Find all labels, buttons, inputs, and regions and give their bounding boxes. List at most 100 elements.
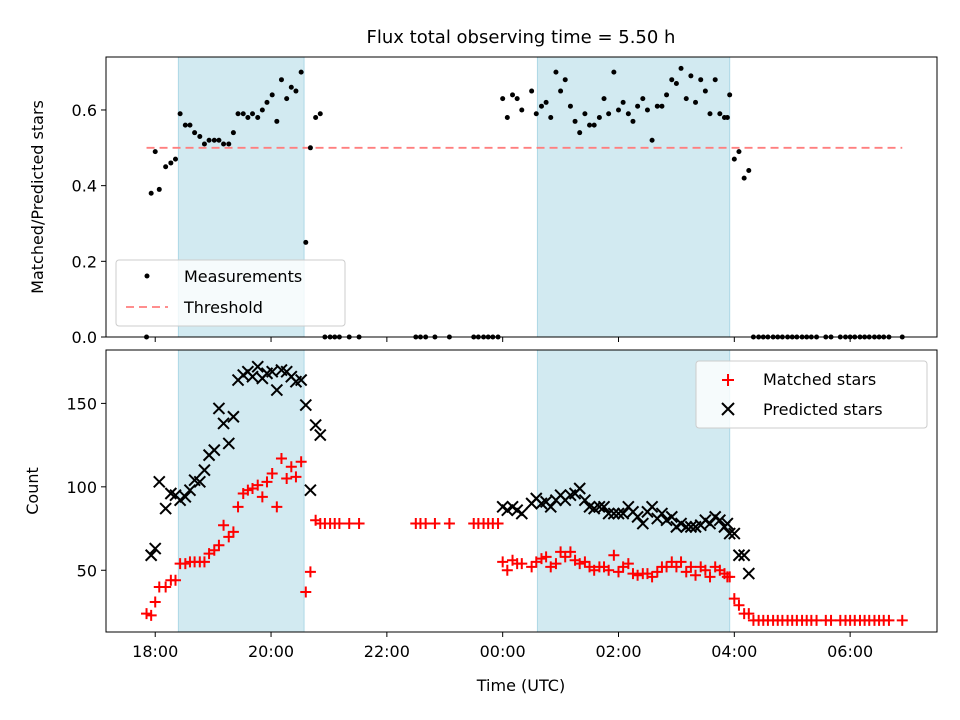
legend-matched-label: Matched stars: [763, 370, 876, 389]
measurement-point: [240, 111, 246, 117]
measurement-point: [596, 115, 602, 121]
x-tick-label: 02:00: [595, 642, 641, 661]
measurement-point: [313, 115, 319, 121]
measurement-point: [317, 111, 323, 117]
matched-stars-point: [603, 564, 615, 576]
predicted-stars-point: [732, 549, 746, 562]
legend-predicted-marker: [721, 402, 735, 416]
matched-stars-point: [160, 581, 172, 593]
predicted-stars-point: [544, 500, 557, 514]
predicted-stars-point: [612, 507, 625, 520]
predicted-stars-point: [193, 475, 207, 489]
measurement-point: [630, 118, 636, 124]
measurement-point: [712, 77, 718, 83]
measurement-point: [284, 96, 290, 102]
matched-stars-point: [443, 518, 455, 530]
y-tick-label: 0.2: [72, 252, 97, 271]
measurement-point: [724, 115, 730, 121]
matched-stars-point: [295, 456, 307, 468]
top-y-label: Matched/Predicted stars: [28, 100, 47, 294]
measurement-point: [649, 137, 655, 143]
matched-stars-point: [501, 564, 513, 576]
predicted-stars-point: [645, 500, 659, 514]
predicted-stars-point: [208, 443, 221, 457]
measurement-point: [510, 92, 516, 98]
measurement-point: [693, 99, 699, 105]
predicted-stars-point: [299, 398, 312, 412]
y-tick-label: 0.4: [72, 177, 97, 196]
measurement-point: [615, 107, 621, 113]
matched-stars-point: [724, 571, 736, 583]
matched-stars-point: [333, 518, 345, 530]
matched-stars-point: [883, 614, 895, 626]
measurement-point: [736, 149, 742, 155]
matched-stars-point: [632, 569, 644, 581]
matched-stars-point: [492, 518, 504, 530]
predicted-stars-point: [597, 500, 611, 514]
x-axis-label: Time (UTC): [476, 676, 565, 695]
bottom-panel: 18:00 20:00 22:00 00:00 02:00 04:00 06:00 50 10…: [23, 349, 938, 695]
predicted-stars-point: [149, 542, 162, 555]
matched-stars-point: [699, 564, 711, 576]
predicted-stars-point: [573, 482, 586, 495]
matched-stars-point: [574, 558, 586, 570]
measurement-point: [606, 111, 612, 117]
measurement-point: [741, 175, 747, 181]
matched-stars-point: [198, 556, 210, 568]
matched-stars-point: [227, 526, 239, 538]
matched-stars-point: [622, 558, 634, 570]
matched-stars-point: [429, 518, 441, 530]
matched-stars-point: [353, 518, 365, 530]
matched-stars-point: [564, 546, 576, 558]
top-legend: Measurements Threshold: [115, 259, 346, 327]
measurement-point: [298, 69, 304, 75]
matched-stars-point: [145, 609, 157, 621]
measurement-point: [683, 96, 689, 102]
x-tick-label: 20:00: [248, 642, 294, 661]
matched-stars-point: [646, 571, 658, 583]
measurement-point: [226, 141, 232, 147]
measurement-point: [264, 99, 270, 105]
measurement-point: [644, 107, 650, 113]
matched-stars-point: [540, 551, 552, 563]
predicted-stars-point: [309, 418, 322, 432]
x-tick-label: 06:00: [827, 642, 873, 661]
matched-stars-point: [169, 574, 181, 586]
matched-stars-point: [728, 593, 740, 605]
measurement-point: [746, 168, 752, 174]
predicted-stars-point: [183, 483, 197, 497]
predicted-stars-point: [179, 490, 192, 504]
predicted-stars-point: [144, 549, 158, 562]
measurement-points: [144, 65, 905, 340]
matched-stars-point: [420, 518, 432, 530]
matched-stars-point: [304, 566, 316, 578]
bottom-panel-shading: [177, 349, 731, 633]
bottom-legend: Matched stars Predicted stars: [695, 360, 928, 429]
observing-window-1: [536, 56, 731, 338]
predicted-stars-point: [616, 507, 630, 520]
predicted-stars-point: [159, 502, 172, 515]
bottom-y-label: Count: [23, 467, 42, 515]
observing-window-0: [177, 349, 305, 633]
matched-stars-point: [218, 519, 230, 531]
predicted-stars-point: [153, 475, 166, 489]
measurement-point: [567, 103, 573, 109]
measurement-point: [529, 88, 535, 94]
predicted-stars-point: [246, 370, 259, 383]
measurement-point: [572, 118, 578, 124]
predicted-stars-point: [304, 483, 317, 497]
measurement-point: [707, 111, 713, 117]
measurement-point: [288, 84, 294, 90]
measurement-point: [562, 77, 568, 83]
measurement-point: [504, 115, 510, 121]
matched-stars-point: [300, 586, 312, 598]
matched-stars-point: [690, 569, 702, 581]
x-tick-label: 00:00: [480, 642, 526, 661]
measurement-point: [269, 92, 275, 98]
measurement-point: [635, 103, 641, 109]
measurement-point: [620, 99, 626, 105]
measurement-point: [543, 99, 549, 105]
predicted-stars-point: [222, 437, 235, 450]
predicted-stars-point: [593, 500, 606, 514]
